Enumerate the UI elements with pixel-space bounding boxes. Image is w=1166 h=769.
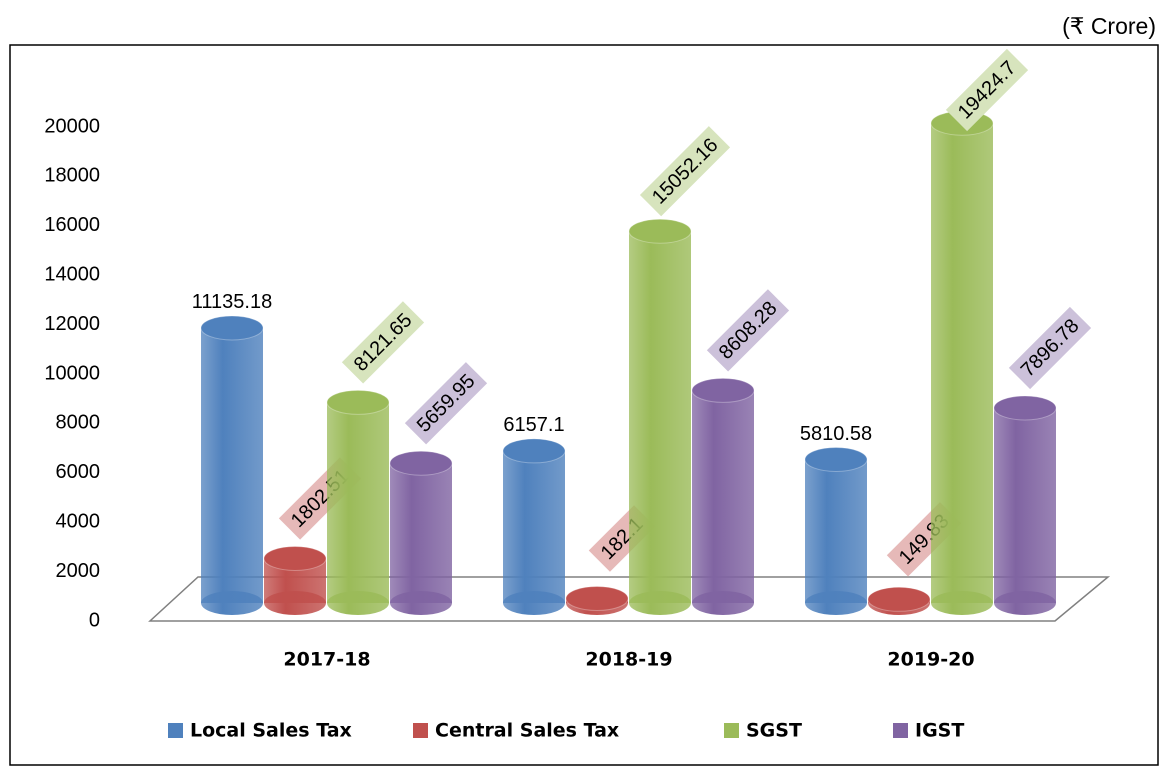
bar (390, 463, 452, 603)
data-label: 19424.7 (954, 57, 1021, 124)
y-tick-label: 4000 (56, 510, 101, 532)
legend-label: IGST (915, 720, 964, 742)
y-tick-label: 6000 (56, 461, 101, 483)
bar (201, 327, 263, 603)
bar (503, 450, 565, 603)
bar (629, 231, 691, 603)
x-tick-label: 2018-19 (585, 649, 672, 671)
data-label: 7896.78 (1017, 315, 1084, 382)
data-label-group: 15052.16 (639, 126, 731, 217)
data-label: 6157.1 (503, 414, 564, 436)
data-label-box (404, 362, 488, 445)
bar-top (867, 586, 931, 612)
data-label: 15052.16 (648, 134, 723, 209)
bar-top (389, 450, 453, 476)
y-tick-label: 0 (89, 609, 100, 631)
legend-label: SGST (746, 720, 802, 742)
y-tick-label: 12000 (44, 313, 100, 335)
legend-label: Local Sales Tax (190, 720, 352, 742)
y-tick-label: 10000 (44, 362, 100, 384)
data-label-group: 8121.65 (341, 301, 425, 384)
data-label-box (341, 301, 425, 384)
y-tick-label: 8000 (56, 412, 101, 434)
legend-swatch (724, 723, 739, 738)
y-tick-label: 14000 (44, 263, 100, 285)
data-label-group: 7896.78 (1008, 306, 1092, 390)
bar-top (993, 395, 1057, 421)
data-label-box (706, 289, 790, 372)
bar (994, 407, 1056, 603)
data-label-group: 5659.95 (404, 362, 488, 445)
bar-top (691, 377, 755, 403)
bar-top (565, 586, 629, 612)
chart-frame (9, 44, 1159, 766)
x-tick-label: 2017-18 (283, 649, 370, 671)
data-label-box (945, 48, 1029, 132)
data-label: 5810.58 (800, 423, 872, 445)
bar-top (804, 446, 868, 472)
legend-swatch (893, 723, 908, 738)
bar-top (263, 545, 327, 571)
bar-top (326, 389, 390, 415)
data-label: 8608.28 (715, 297, 782, 364)
legend-swatch (168, 723, 183, 738)
data-label: 5659.95 (413, 370, 480, 437)
y-tick-label: 20000 (44, 115, 100, 137)
bar (931, 123, 993, 604)
data-label-group: 8608.28 (706, 289, 790, 372)
y-tick-label: 18000 (44, 165, 100, 187)
legend-label: Central Sales Tax (435, 720, 619, 742)
unit-label: (₹ Crore) (1062, 13, 1156, 39)
bar (805, 459, 867, 603)
data-label: 8121.65 (350, 309, 417, 376)
bar-top (200, 315, 264, 341)
data-label-box (1008, 306, 1092, 390)
bar (327, 402, 389, 603)
y-tick-label: 2000 (56, 560, 101, 582)
x-tick-label: 2019-20 (887, 649, 974, 671)
bar-top (502, 438, 566, 464)
data-label-box (639, 126, 731, 217)
y-tick-label: 16000 (44, 214, 100, 236)
data-label: 11135.18 (192, 291, 272, 313)
bar (692, 390, 754, 603)
bar-top (628, 218, 692, 244)
legend-swatch (413, 723, 428, 738)
